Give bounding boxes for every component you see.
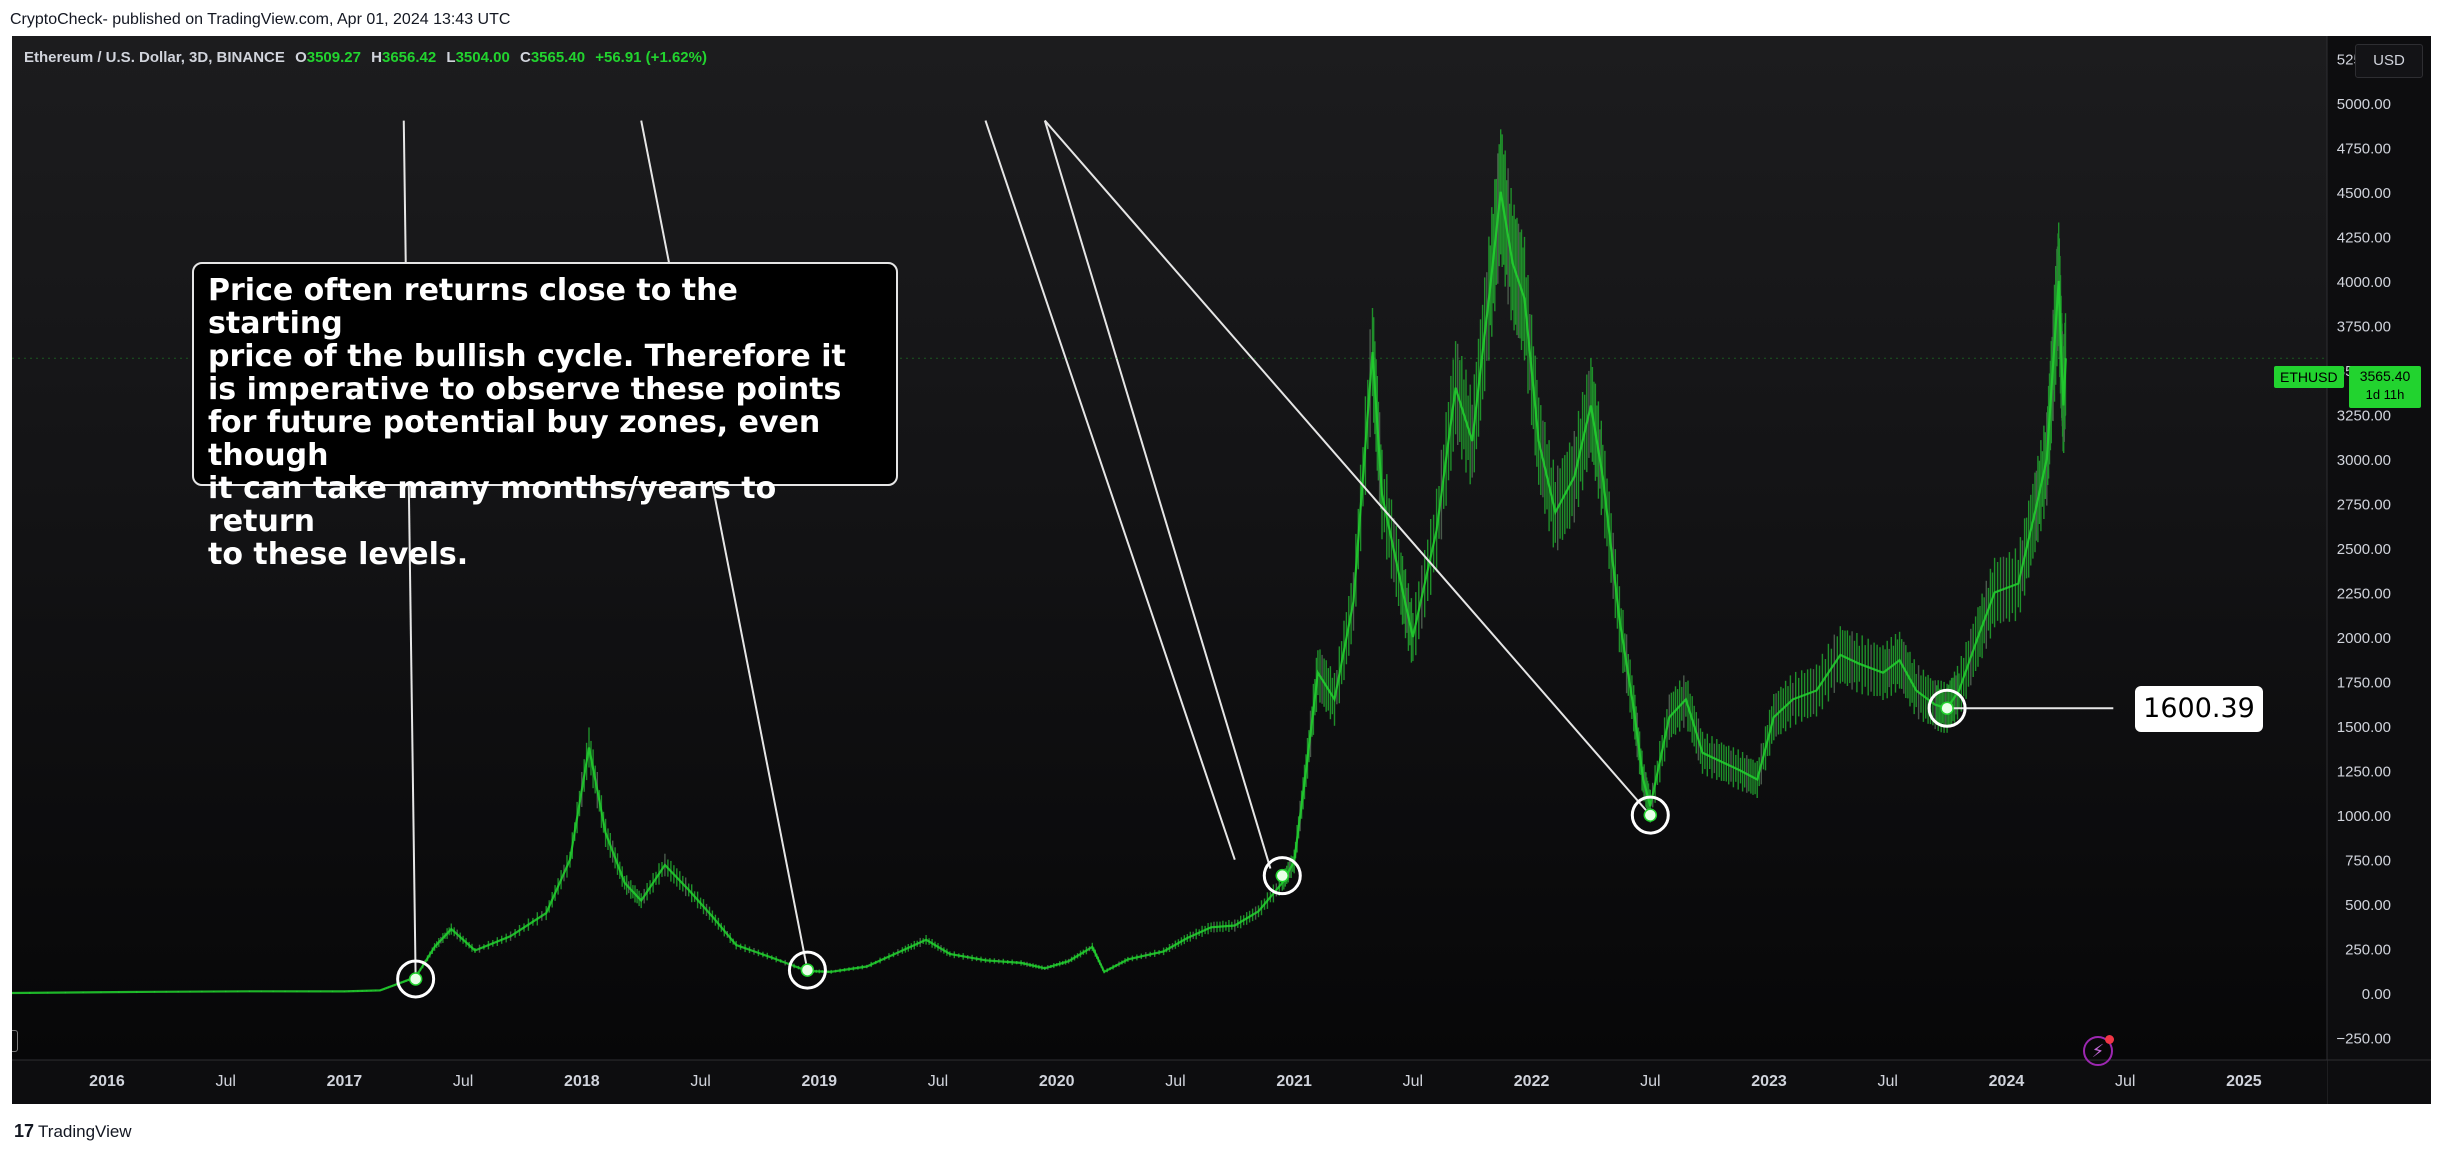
x-tick-label: 2020	[1039, 1073, 1075, 1090]
x-tick-label: Jul	[1878, 1073, 1898, 1090]
open-label: O	[295, 49, 307, 66]
y-tick-label: 500.00	[2345, 897, 2391, 914]
bar-countdown: 1d 11h	[2365, 387, 2405, 402]
x-tick-label: Jul	[1640, 1073, 1660, 1090]
y-tick-label: 4250.00	[2337, 229, 2391, 246]
y-tick-label: 4000.00	[2337, 274, 2391, 291]
change-value: +56.91 (+1.62%)	[595, 49, 707, 66]
y-tick-label: 3000.00	[2337, 452, 2391, 469]
buy-zone-point	[1275, 868, 1290, 883]
annotation-box[interactable]: Price often returns close to the startin…	[192, 262, 898, 571]
x-tick-label: Jul	[1403, 1073, 1423, 1090]
y-tick-label: 4500.00	[2337, 185, 2391, 202]
x-tick-label: 2021	[1276, 1073, 1312, 1090]
y-tick-label: −250.00	[2336, 1031, 2391, 1048]
annotation-text: Price often returns close to the startin…	[208, 273, 846, 572]
price-callout[interactable]: 1600.39	[2135, 686, 2263, 732]
y-tick-label: 5000.00	[2337, 96, 2391, 113]
x-tick-label: 2025	[2226, 1073, 2262, 1090]
symbol-tag: ETHUSD	[2274, 366, 2344, 388]
y-tick-label: 2500.00	[2337, 541, 2391, 558]
scroll-handle[interactable]	[12, 1030, 18, 1052]
open-value: 3509.27	[306, 49, 361, 66]
low-value: 3504.00	[455, 49, 510, 66]
x-tick-label: 2023	[1751, 1073, 1787, 1090]
y-tick-label: 3750.00	[2337, 318, 2391, 335]
x-tick-label: Jul	[690, 1073, 710, 1090]
x-tick-label: 2016	[89, 1073, 125, 1090]
y-tick-label: 1250.00	[2337, 764, 2391, 781]
publish-header: CryptoCheck- published on TradingView.co…	[10, 11, 511, 28]
y-tick-label: 0.00	[2362, 986, 2391, 1003]
brand-name: TradingView	[38, 1122, 132, 1141]
logo-mark: 17	[14, 1121, 35, 1141]
price-chart[interactable]: −250.00 0.00 250.00 500.00 750.00 1000.00 1250…	[12, 36, 2431, 1104]
x-tick-label: 2017	[327, 1073, 363, 1090]
time-scale	[12, 1060, 2327, 1104]
y-tick-label: 1750.00	[2337, 675, 2391, 692]
buy-zone-circle	[1630, 795, 1670, 835]
y-tick-label: 750.00	[2345, 853, 2391, 870]
price-series-line	[12, 191, 2067, 995]
y-tick-label: 1000.00	[2337, 808, 2391, 825]
chart-area[interactable]: −250.00 0.00 250.00 500.00 750.00 1000.00 1250…	[12, 36, 2431, 1104]
x-tick-label: Jul	[453, 1073, 473, 1090]
buy-zone-point	[408, 972, 423, 986]
y-tick-label: 1500.00	[2337, 719, 2391, 736]
x-tick-label: 2018	[564, 1073, 600, 1090]
close-label: C	[519, 49, 531, 66]
buy-zone-circle	[396, 959, 436, 999]
close-value: 3565.40	[530, 49, 586, 66]
annotation-line	[1043, 120, 1272, 869]
x-tick-label: Jul	[1165, 1073, 1185, 1090]
annotation-line	[1044, 119, 1652, 816]
notification-dot	[2105, 1035, 2114, 1044]
x-tick-label: 2019	[801, 1073, 837, 1090]
x-tick-label: Jul	[215, 1073, 235, 1090]
ohlc-legend: Ethereum / U.S. Dollar, 3D, BINANCE O350…	[24, 48, 707, 68]
lightning-icon[interactable]: ⚡	[2083, 1035, 2114, 1066]
tradingview-logo-icon[interactable]: 17 TradingView	[14, 1117, 132, 1145]
high-label: H	[371, 49, 382, 66]
x-tick-label: Jul	[928, 1073, 948, 1090]
high-value: 3656.42	[381, 49, 437, 66]
buy-zone-point	[1643, 808, 1658, 822]
last-price-tag: 3565.40 1d 11h	[2349, 366, 2421, 408]
buy-zone-circle	[1262, 856, 1302, 896]
x-tick-label: 2022	[1514, 1073, 1550, 1090]
annotation-line	[984, 120, 1236, 860]
symbol-title: Ethereum / U.S. Dollar, 3D, BINANCE	[24, 49, 285, 66]
y-tick-label: 3250.00	[2337, 407, 2391, 424]
x-tick-label: 2024	[1989, 1073, 2025, 1090]
currency-selector[interactable]: USD	[2355, 44, 2423, 78]
x-tick-label: Jul	[2115, 1073, 2135, 1090]
y-tick-label: 2000.00	[2337, 630, 2391, 647]
price-scale	[2327, 36, 2431, 1104]
last-price-value: 3565.40	[2359, 368, 2411, 384]
y-tick-label: 250.00	[2345, 942, 2391, 959]
buy-zone-circle	[1927, 688, 1967, 728]
buy-zone-point	[800, 963, 815, 977]
low-label: L	[446, 49, 456, 66]
buy-zone-point	[1940, 701, 1954, 715]
buy-zone-circle	[787, 950, 827, 990]
y-tick-label: 2250.00	[2337, 586, 2391, 603]
y-tick-label: 2750.00	[2337, 496, 2391, 513]
y-tick-label: 4750.00	[2337, 140, 2391, 157]
